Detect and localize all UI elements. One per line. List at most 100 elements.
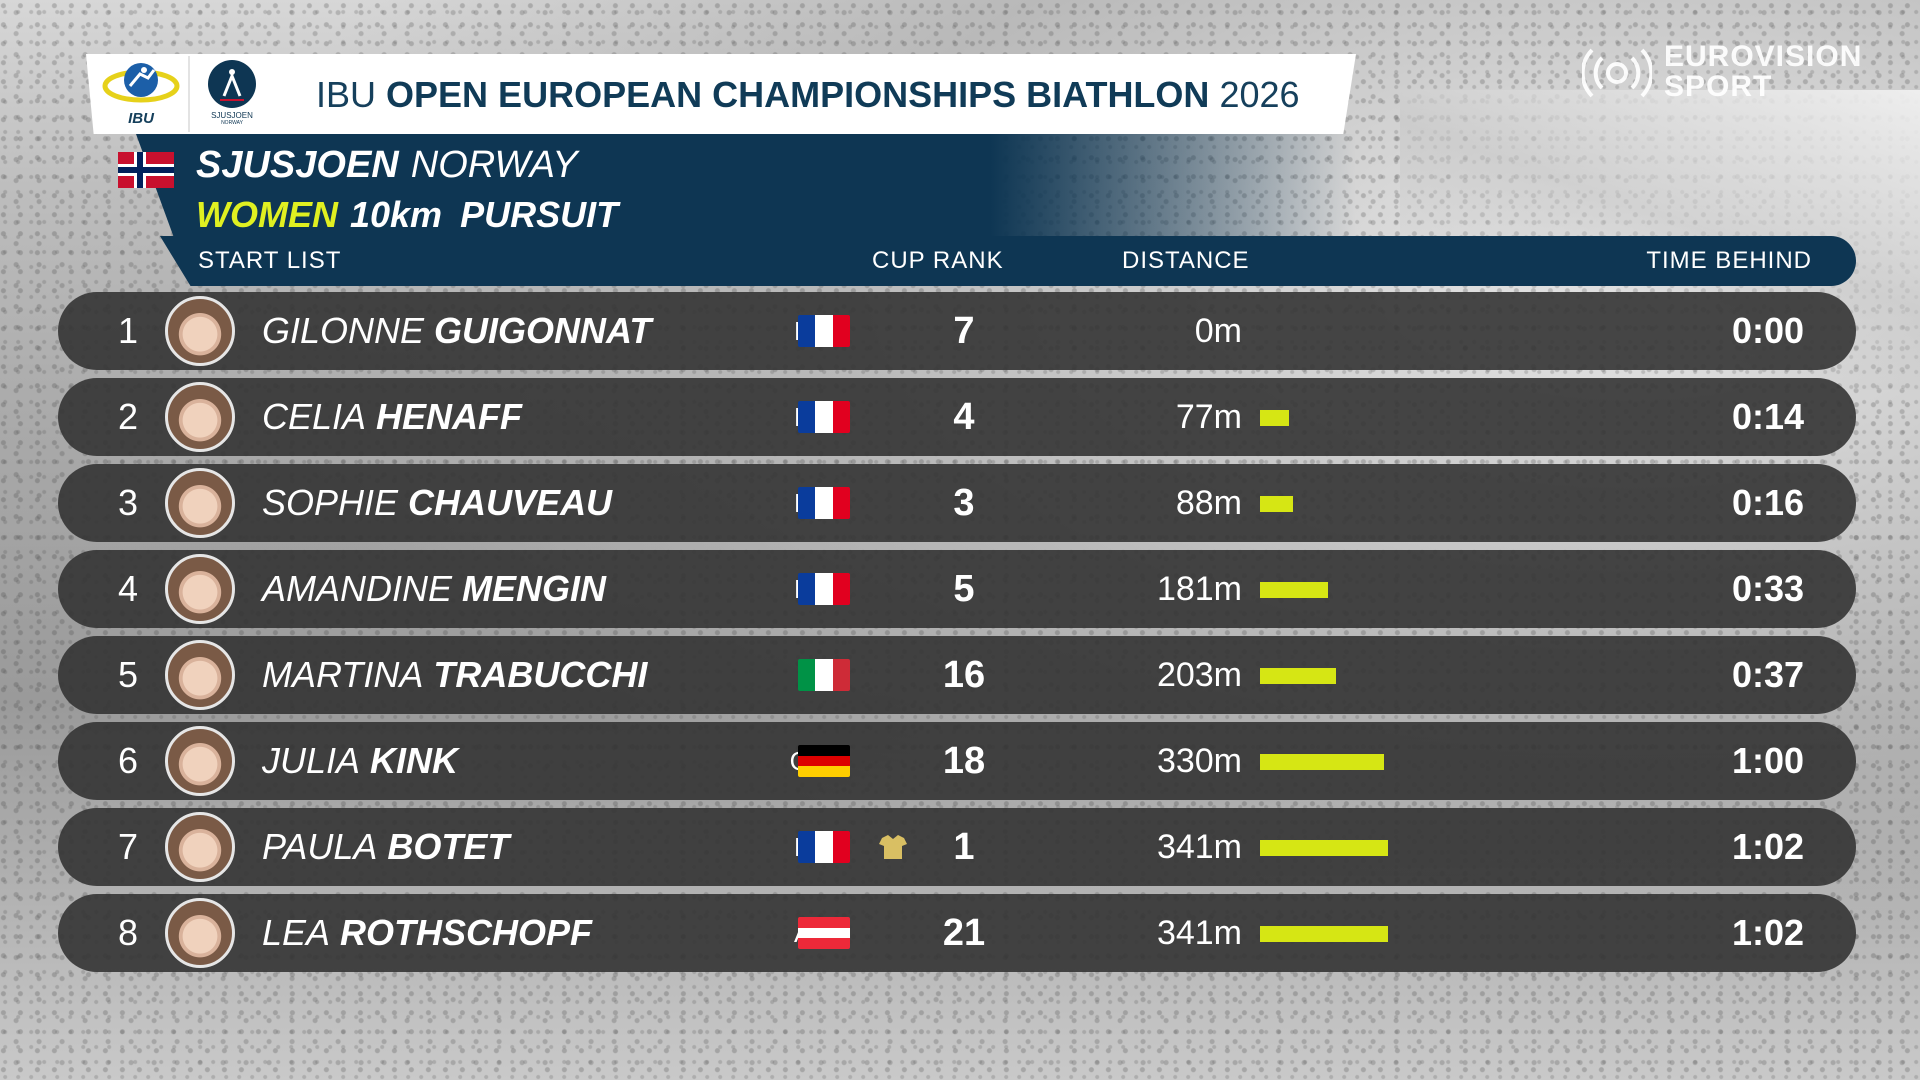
athlete-avatar — [165, 468, 235, 538]
athlete-first-name: CELIA — [262, 396, 367, 437]
sjusjoen-emblem-icon — [208, 60, 256, 108]
eurovision-sport-logo: EUROVISION SPORT — [1580, 40, 1882, 106]
start-position: 8 — [117, 912, 139, 953]
athlete-last-name: KINK — [370, 740, 459, 781]
distance-bar — [1260, 668, 1336, 684]
distance-bar — [1260, 926, 1388, 942]
venue-country: NORWAY — [410, 144, 578, 186]
venue-city: SJUSJOEN — [196, 144, 399, 186]
table-row: 4AMANDINEMENGINFRA5181m0:33 — [58, 550, 1856, 628]
table-row: 7PAULABOTETFRA1341m1:02 — [58, 808, 1856, 886]
table-row: 8LEAROTHSCHOPFAUT21341m1:02 — [58, 894, 1856, 972]
athlete-first-name: PAULA — [262, 826, 378, 867]
athlete-avatar — [165, 726, 235, 796]
time-behind: 1:02 — [1731, 912, 1804, 953]
athlete-name: JULIA KINK — [262, 722, 458, 800]
nation-flag-icon — [798, 659, 850, 691]
title-year: 2026 — [1219, 74, 1300, 115]
athlete-first-name: SOPHIE — [262, 482, 399, 523]
yellow-bib-icon — [879, 835, 907, 859]
athlete-avatar — [165, 554, 235, 624]
distance-behind: 181m — [1156, 570, 1242, 608]
athlete-name: PAULA BOTET — [262, 808, 509, 886]
column-distance: DISTANCE — [1122, 247, 1250, 274]
cup-rank: 4 — [953, 396, 975, 438]
athlete-avatar — [165, 296, 235, 366]
event-name: WOMEN 10km PURSUIT — [196, 194, 618, 236]
ibu-logo: IBU — [100, 56, 182, 132]
start-position: 2 — [117, 396, 139, 437]
nation-flag-icon — [798, 315, 850, 347]
venue: SJUSJOEN NORWAY — [196, 144, 578, 187]
nation-flag-icon — [798, 487, 850, 519]
distance-bar — [1260, 410, 1289, 426]
start-position: 6 — [117, 740, 139, 781]
athlete-first-name: MARTINA — [262, 654, 424, 695]
table-row: 5MARTINATRABUCCHIITA16203m0:37 — [58, 636, 1856, 714]
distance-behind: 330m — [1156, 742, 1242, 780]
cup-rank: 21 — [942, 912, 986, 954]
table-row: 1GILONNEGUIGONNATFRA70m0:00 — [58, 292, 1856, 370]
cup-rank: 1 — [953, 826, 975, 868]
athlete-first-name: JULIA — [262, 740, 361, 781]
athlete-last-name: BOTET — [387, 826, 510, 867]
distance-bar — [1260, 582, 1328, 598]
event-distance: 10km — [349, 194, 443, 235]
sjusjoen-logo-text: SJUSJOEN — [211, 111, 253, 120]
column-time-behind: TIME BEHIND — [1646, 247, 1812, 274]
start-position: 5 — [117, 654, 139, 695]
sjusjoen-logo-sub: NORWAY — [221, 120, 243, 126]
athlete-last-name: ROTHSCHOPF — [340, 912, 593, 953]
athlete-first-name: GILONNE — [262, 310, 425, 351]
ibu-emblem-icon — [102, 63, 180, 103]
table-row: 3SOPHIECHAUVEAUFRA388m0:16 — [58, 464, 1856, 542]
athlete-name: CELIA HENAFF — [262, 378, 522, 456]
ibu-logo-text: IBU — [128, 110, 154, 127]
event-type: PURSUIT — [460, 194, 619, 235]
nation-flag-icon — [798, 917, 850, 949]
cup-rank: 5 — [953, 568, 975, 610]
athlete-last-name: MENGIN — [462, 568, 607, 609]
sjusjoen-logo: SJUSJOEN NORWAY — [188, 56, 274, 132]
distance-bar — [1260, 496, 1293, 512]
time-behind: 0:16 — [1731, 482, 1804, 523]
cup-rank: 18 — [942, 740, 986, 782]
competition-title: IBU OPEN EUROPEAN CHAMPIONSHIPS BIATHLON… — [316, 70, 1300, 120]
athlete-last-name: TRABUCCHI — [433, 654, 648, 695]
title-main: OPEN EUROPEAN CHAMPIONSHIPS BIATHLON — [386, 74, 1210, 115]
column-cup-rank: CUP RANK — [872, 247, 1004, 274]
athlete-avatar — [165, 382, 235, 452]
title-prefix: IBU — [316, 74, 377, 115]
athlete-avatar — [165, 898, 235, 968]
distance-behind: 341m — [1156, 914, 1242, 952]
event-gender: WOMEN — [196, 194, 338, 235]
norway-flag-icon — [118, 152, 174, 188]
distance-behind: 341m — [1156, 828, 1242, 866]
athlete-avatar — [165, 640, 235, 710]
distance-behind: 88m — [1175, 484, 1242, 522]
distance-behind: 203m — [1156, 656, 1242, 694]
table-row: 6JULIAKINKGER18330m1:00 — [58, 722, 1856, 800]
time-behind: 0:14 — [1731, 396, 1804, 437]
athlete-avatar — [165, 812, 235, 882]
cup-rank: 3 — [953, 482, 975, 524]
cup-rank: 16 — [942, 654, 986, 696]
column-header-band — [160, 236, 1856, 286]
athlete-name: MARTINA TRABUCCHI — [262, 636, 647, 714]
broadcaster-line2: SPORT — [1664, 70, 1773, 103]
athlete-first-name: AMANDINE — [262, 568, 453, 609]
distance-behind: 0m — [1194, 312, 1242, 350]
athlete-last-name: GUIGONNAT — [434, 310, 652, 351]
time-behind: 0:00 — [1731, 310, 1804, 351]
athlete-name: AMANDINE MENGIN — [262, 550, 606, 628]
nation-flag-icon — [798, 831, 850, 863]
distance-bar — [1260, 754, 1384, 770]
cup-rank: 7 — [953, 310, 975, 352]
distance-behind: 77m — [1175, 398, 1242, 436]
nation-flag-icon — [798, 401, 850, 433]
athlete-name: SOPHIE CHAUVEAU — [262, 464, 612, 542]
athlete-last-name: HENAFF — [376, 396, 523, 437]
start-position: 3 — [117, 482, 139, 523]
title-bar — [86, 54, 1356, 134]
